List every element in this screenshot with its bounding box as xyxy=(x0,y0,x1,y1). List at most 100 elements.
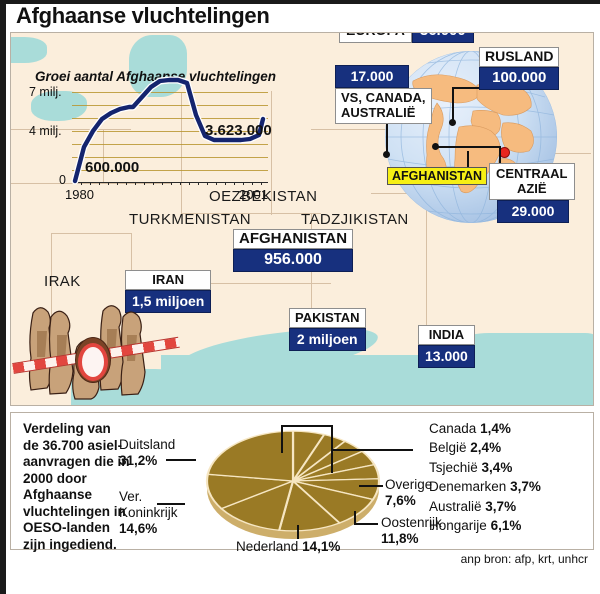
list-item: Tsjechië 3,4% xyxy=(429,458,541,477)
x-axis-label-end: 2001 xyxy=(239,187,268,202)
callout-pakistan: PAKISTAN 2 miljoen xyxy=(289,308,366,351)
other-pct: 2,4% xyxy=(470,440,502,456)
other-name: Denemarken xyxy=(429,479,507,495)
pie-leader-duitsland xyxy=(166,459,196,461)
list-item: België 2,4% xyxy=(429,438,541,457)
callout-centraal-azie: CENTRAAL AZIË 29.000 xyxy=(489,163,575,223)
border-line xyxy=(11,129,131,130)
pie-label-duitsland-name: Duitsland xyxy=(119,437,176,452)
pie-label-nederland-name: Nederland xyxy=(236,539,299,554)
axis-tick xyxy=(252,182,253,185)
other-pct: 6,1% xyxy=(490,518,522,534)
border-line xyxy=(426,193,427,343)
axis-tick xyxy=(243,182,244,185)
chart-start-value: 600.000 xyxy=(85,159,140,176)
line-chart-title: Groei aantal Afghaanse vluchtelingen xyxy=(35,69,277,84)
chart-end-value: 3.623.000 xyxy=(205,122,272,139)
pie-label-overige-pct: 7,6% xyxy=(385,493,416,508)
axis-tick xyxy=(171,182,172,185)
globe-leadline-rusland-h xyxy=(452,87,484,89)
frame-top-border xyxy=(0,0,600,4)
pie-description-line: de 36.700 asiel- xyxy=(23,437,123,453)
other-name: Tsjechië xyxy=(429,459,478,475)
axis-tick xyxy=(135,182,136,185)
pie-description-line: vluchtelingen in xyxy=(23,503,126,519)
axis-tick xyxy=(81,182,82,185)
border-line xyxy=(103,129,104,183)
pie-description-line: OESO-landen xyxy=(23,520,111,535)
border-line xyxy=(271,91,272,215)
callout-rusland-name: RUSLAND xyxy=(479,47,560,67)
indian-ocean xyxy=(161,385,593,405)
axis-tick xyxy=(234,182,235,185)
callout-pakistan-name: PAKISTAN xyxy=(289,308,366,328)
pie-label-nederland-pct: 14,1% xyxy=(302,539,341,554)
callout-afghanistan: AFGHANISTAN 956.000 xyxy=(233,229,354,272)
axis-tick xyxy=(207,182,208,185)
gridline xyxy=(72,92,268,93)
callout-rusland-value: 100.000 xyxy=(479,67,560,90)
callout-pakistan-value: 2 miljoen xyxy=(289,328,366,351)
list-item: Australië 3,7% xyxy=(429,497,541,516)
x-axis-label-start: 1980 xyxy=(65,187,94,202)
gridline xyxy=(72,144,268,145)
other-pct: 3,7% xyxy=(485,498,517,514)
callout-europa-name: EUROPA xyxy=(339,33,412,43)
pie-label-overige: Overige 7,6% xyxy=(385,477,432,509)
gridline xyxy=(72,131,268,132)
line-chart-series xyxy=(71,76,267,185)
pie-leader-vk xyxy=(157,503,185,505)
pie-label-vk-line2: Koninkrijk xyxy=(119,505,178,520)
y-axis-label-mid: 4 milj. xyxy=(29,124,62,138)
other-pct: 1,4% xyxy=(480,421,511,436)
gridline xyxy=(72,170,268,171)
axis-tick xyxy=(216,182,217,185)
callout-vs-canada-australie: 17.000 VS, CANADA, AUSTRALIË xyxy=(335,65,432,124)
axis-tick xyxy=(108,182,109,185)
callout-centraal-name-line2: AZIË xyxy=(516,181,547,196)
map-panel: Groei aantal Afghaanse vluchtelingen xyxy=(10,32,594,406)
pie-leader-oostenrijk-h xyxy=(354,523,378,525)
axis-tick xyxy=(99,182,100,185)
map-country-tadzjikistan: TADZJIKISTAN xyxy=(301,211,409,228)
axis-tick xyxy=(189,182,190,185)
border-line xyxy=(51,233,52,323)
pie-description-line: Verdeling van xyxy=(23,421,111,436)
list-item: Denemarken 3,7% xyxy=(429,477,541,496)
list-item: Hongarije 6,1% xyxy=(429,516,541,535)
pie-leader-overige xyxy=(359,485,383,487)
y-axis-label-top: 7 milj. xyxy=(29,85,62,99)
other-name: Canada xyxy=(429,421,477,436)
callout-rusland: RUSLAND 100.000 xyxy=(479,47,560,90)
globe-leaddot-europa xyxy=(383,151,390,158)
pie-description-line: aanvragen die in xyxy=(23,454,130,469)
pie-leader-oostenrijk-v xyxy=(354,511,356,525)
shield-emblem xyxy=(78,343,108,381)
border-line xyxy=(181,213,321,214)
callout-india: INDIA 13.000 xyxy=(418,325,475,368)
axis-tick xyxy=(225,182,226,185)
globe-leaddot-rusland xyxy=(449,119,456,126)
pie-chart xyxy=(206,430,381,539)
gridline xyxy=(72,157,268,158)
pie-description-line: 2000 door xyxy=(23,470,87,486)
frame-left-border xyxy=(0,0,6,594)
border-line xyxy=(11,183,171,184)
aral-sea xyxy=(31,91,87,121)
globe-afghanistan-highlight: AFGHANISTAN xyxy=(387,167,488,185)
globe-leadline-rusland-v xyxy=(452,87,454,121)
refugee-illustration xyxy=(12,291,180,401)
other-pct: 3,7% xyxy=(510,479,541,495)
pie-label-ver-koninkrijk: Ver. Koninkrijk 14,6% xyxy=(119,489,178,537)
callout-india-value: 13.000 xyxy=(418,345,475,368)
callout-vs-value: 17.000 xyxy=(335,65,409,88)
pie-description-line: Afghaanse xyxy=(23,487,93,502)
axis-tick xyxy=(198,182,199,185)
callout-afghanistan-value: 956.000 xyxy=(233,249,354,272)
border-line xyxy=(51,233,131,234)
pie-label-duitsland: Duitsland 31,2% xyxy=(119,437,175,469)
callout-iran-name: IRAN xyxy=(125,270,212,290)
pie-other-countries-list: Canada 1,4% België 2,4% Tsjechië 3,4% De… xyxy=(429,419,541,535)
pie-leader-nederland xyxy=(297,525,299,539)
axis-tick xyxy=(126,182,127,185)
